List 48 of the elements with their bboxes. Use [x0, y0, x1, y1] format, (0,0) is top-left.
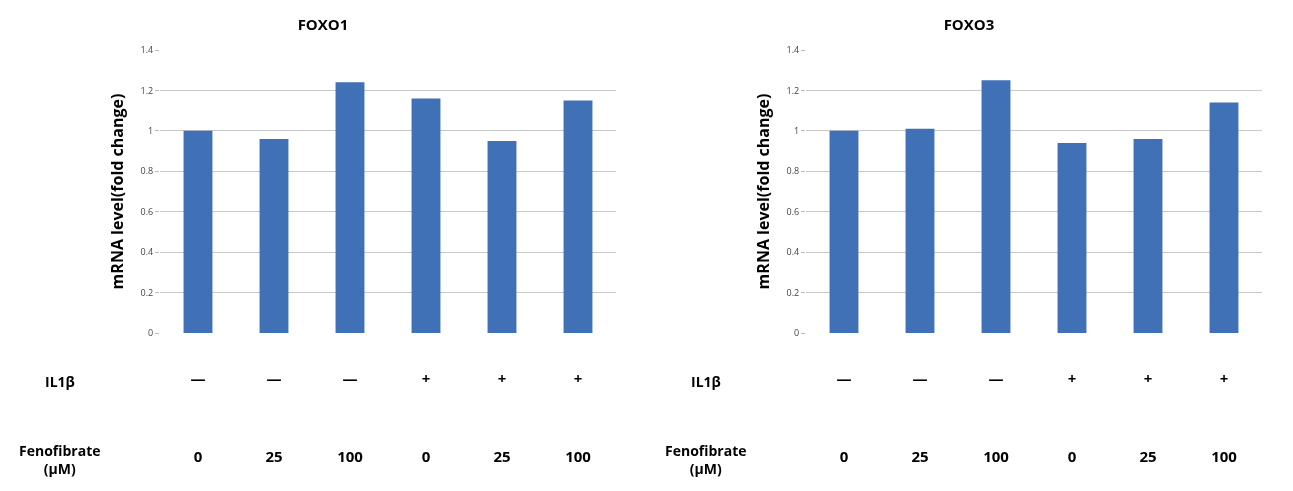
- category-label: — 100: [337, 368, 363, 466]
- y-tick-label: 0.2: [786, 285, 800, 299]
- category-label: + 100: [1211, 368, 1237, 466]
- y-tick-label: 1.4: [786, 43, 800, 57]
- bar: [563, 100, 593, 333]
- y-tick-label: 1.2: [786, 83, 800, 97]
- chart-title: FOXO1: [297, 14, 349, 35]
- y-tick-label: 0.8: [786, 164, 800, 178]
- text: Fenofibrate (μM): [665, 441, 747, 479]
- category-label: — 100: [983, 368, 1009, 466]
- bar: [981, 80, 1011, 333]
- bar: [1057, 142, 1087, 333]
- category-label: + 0: [1067, 368, 1077, 466]
- bar: [335, 82, 365, 333]
- chart-title: FOXO3: [943, 14, 995, 35]
- text: Fenofibrate (μM): [19, 441, 101, 479]
- category-label: + 25: [493, 368, 511, 466]
- y-axis-title: mRNA level(fold change): [752, 93, 775, 290]
- y-tick-label: 0.4: [140, 245, 154, 259]
- y-tick-label: 0.2: [140, 285, 154, 299]
- category-label: + 100: [565, 368, 591, 466]
- y-tick-label: 0.6: [786, 204, 800, 218]
- category-label: — 25: [265, 368, 283, 466]
- y-tick-label: 1: [148, 124, 154, 138]
- bar: [411, 98, 441, 333]
- category-label: — 0: [190, 368, 206, 466]
- y-axis-title: mRNA level(fold change): [106, 93, 129, 290]
- bar: [905, 128, 935, 333]
- bar: [1133, 138, 1163, 333]
- category-label: — 0: [836, 368, 852, 466]
- bar: [829, 130, 859, 333]
- bar: [259, 138, 289, 333]
- y-tick-label: 0: [794, 326, 800, 340]
- bar: [183, 130, 213, 333]
- y-tick-label: 0.6: [140, 204, 154, 218]
- bar: [1209, 102, 1239, 333]
- y-tick-label: 1: [794, 124, 800, 138]
- text: IL1β: [45, 372, 75, 391]
- category-label: + 0: [421, 368, 431, 466]
- y-tick-label: 0.4: [786, 245, 800, 259]
- y-tick-label: 1.4: [140, 43, 154, 57]
- category-label: + 25: [1139, 368, 1157, 466]
- category-label: — 25: [911, 368, 929, 466]
- y-tick-label: 0.8: [140, 164, 154, 178]
- bar: [487, 140, 517, 333]
- y-tick-label: 0: [148, 326, 154, 340]
- text: IL1β: [691, 372, 721, 391]
- y-tick-label: 1.2: [140, 83, 154, 97]
